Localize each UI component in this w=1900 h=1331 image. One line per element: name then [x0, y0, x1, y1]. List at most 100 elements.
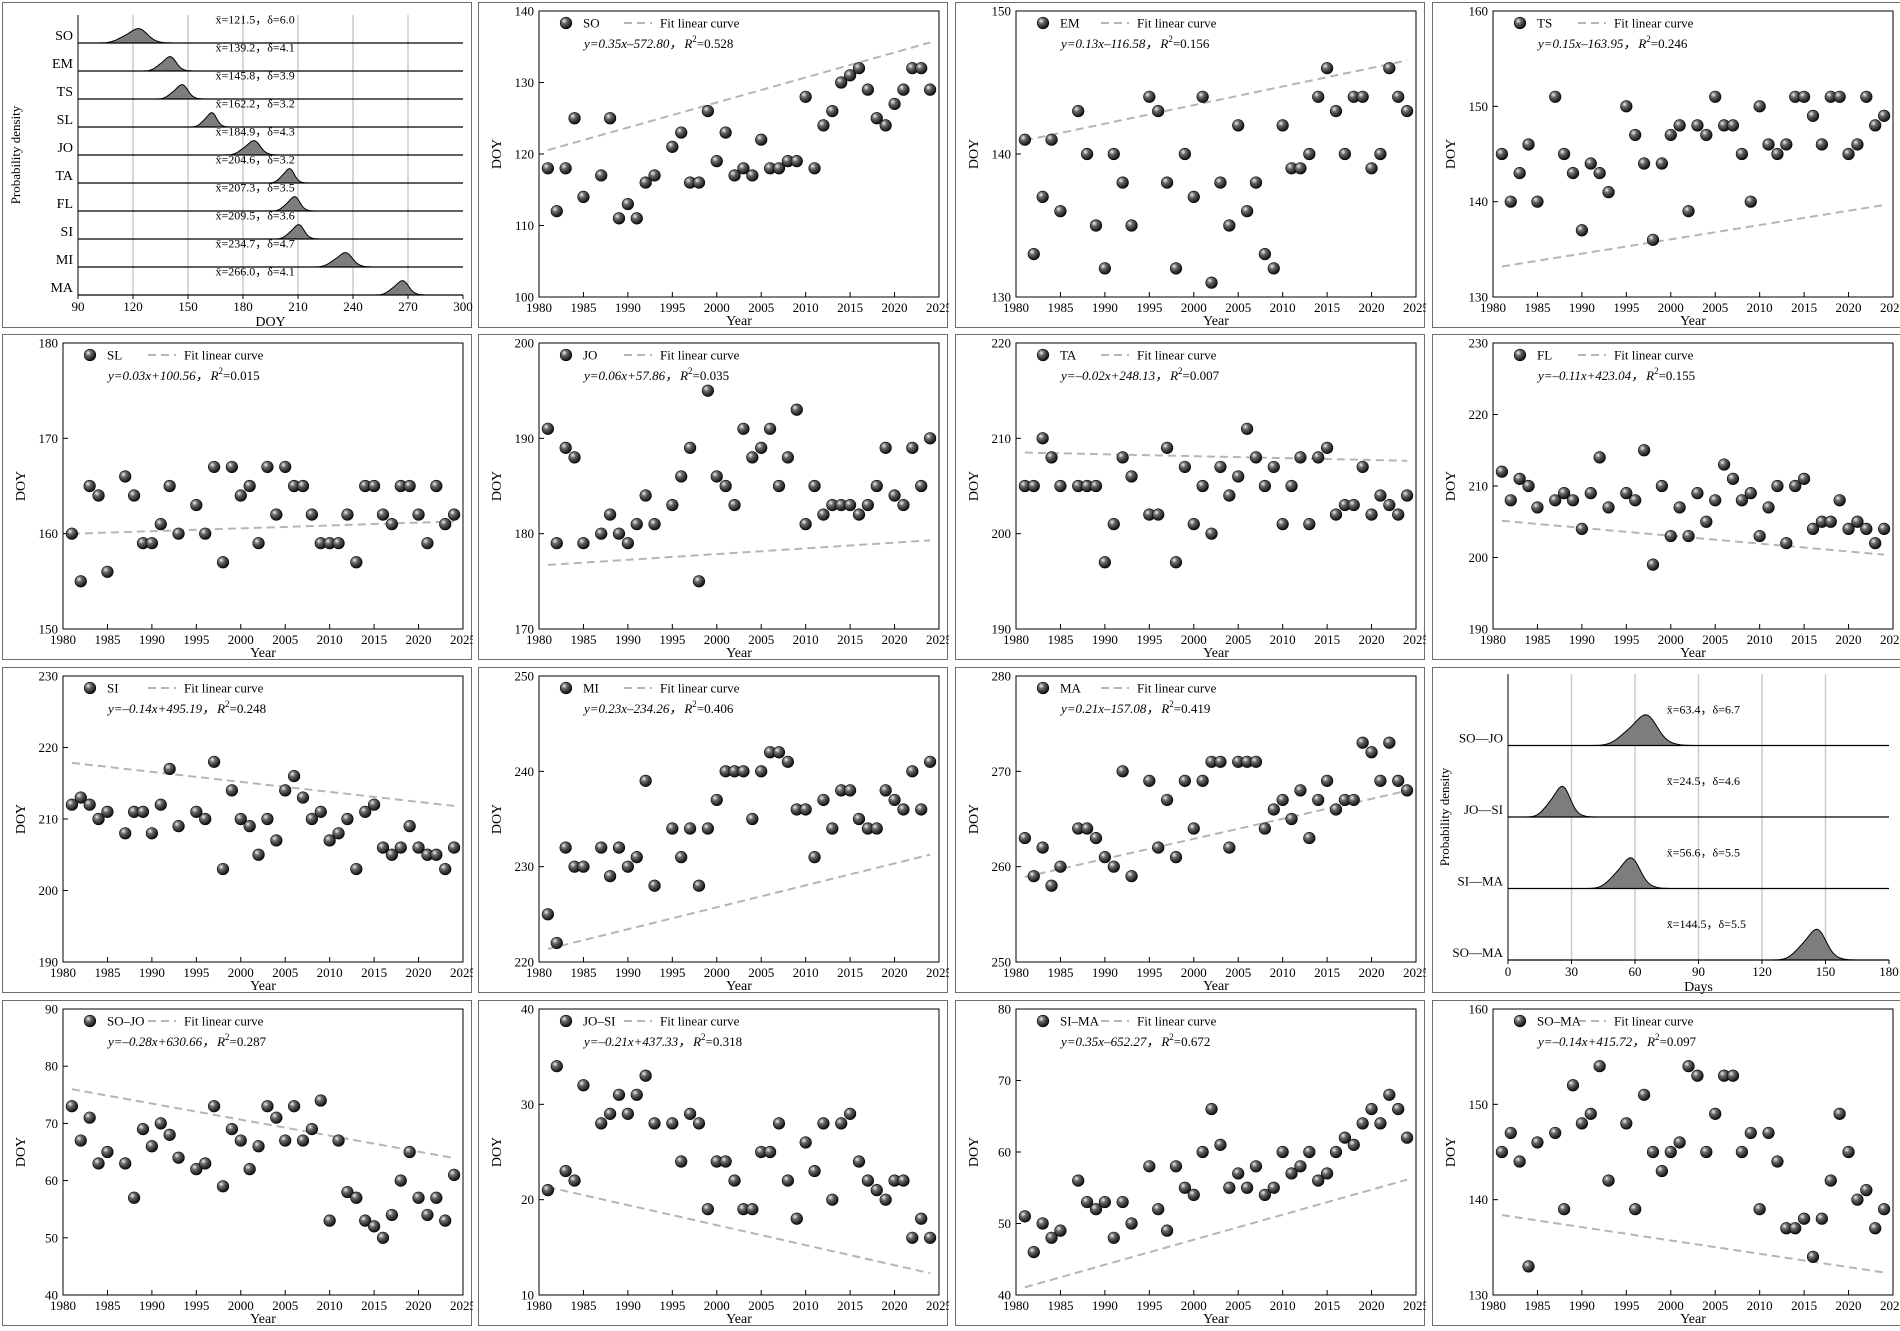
data-point	[710, 155, 723, 168]
x-tick-label: 2005	[272, 965, 298, 980]
data-point	[621, 197, 634, 211]
x-tick-label: 2015	[837, 965, 863, 980]
x-tick-label: 1980	[50, 965, 76, 980]
data-point	[279, 784, 292, 797]
legend-fit-label: Fit linear curve	[1137, 681, 1217, 696]
y-axis-label: DOY	[1444, 471, 1459, 501]
stage-annotation: x̄=209.5，δ=3.6	[216, 208, 295, 222]
data-point	[1726, 472, 1740, 485]
data-point	[1232, 470, 1245, 483]
x-tick-label: 2015	[837, 1298, 863, 1313]
x-tick-label: 1980	[1003, 1298, 1029, 1313]
data-point	[1241, 205, 1254, 218]
data-point	[790, 1212, 803, 1225]
data-point	[1214, 460, 1227, 474]
fit-equation: y=–0.21x+437.33，	[582, 1034, 691, 1049]
data-point	[1584, 487, 1597, 500]
y-tick-label: 110	[515, 218, 534, 233]
x-tick-label: 2005	[1702, 632, 1728, 647]
data-point	[101, 805, 114, 818]
panel-si: 1980 1985 1990 1995 2000 2005 2010 2015 2020 2025…	[2, 667, 473, 994]
data-point	[1072, 1174, 1085, 1187]
x-axis-label: DOY	[255, 315, 285, 329]
data-point	[368, 1220, 381, 1233]
data-point	[1646, 558, 1660, 571]
data-point	[719, 479, 732, 493]
data-point	[879, 1193, 892, 1206]
data-point	[1815, 1212, 1828, 1225]
y-tick-label: 50	[45, 1230, 58, 1245]
y-tick-label: 200	[515, 336, 535, 351]
x-tick-label: 2015	[1791, 1298, 1817, 1313]
y-tick-label: 30	[521, 1097, 534, 1112]
data-point	[790, 155, 803, 168]
y-tick-label: 230	[1469, 336, 1489, 351]
data-point	[1504, 494, 1517, 507]
x-tick-label: 2000	[1181, 1298, 1207, 1313]
panel-ts-svg: 1980 1985 1990 1995 2000 2005 2010 2015 2020 2025…	[1444, 4, 1900, 330]
x-tick-label: 2015	[361, 632, 387, 647]
plot-area	[1015, 10, 1417, 298]
data-point	[288, 1100, 301, 1113]
data-point	[1152, 508, 1165, 521]
data-point	[559, 841, 572, 854]
data-point	[844, 1107, 857, 1120]
y-axis-label: DOY	[967, 1137, 982, 1167]
data-point	[1709, 90, 1722, 103]
data-point	[1673, 501, 1686, 514]
fit-equation: y=0.23x–234.26，	[582, 701, 682, 716]
x-tick-label: 2025	[1403, 632, 1426, 647]
data-point	[1107, 147, 1120, 161]
density-curve	[138, 56, 199, 72]
data-point	[288, 769, 301, 783]
x-tick-label: 1990	[139, 1298, 165, 1313]
legend-series-label: SI	[107, 681, 119, 696]
x-tick-label: 2000	[1181, 632, 1207, 647]
data-point	[1664, 128, 1677, 142]
data-point	[1107, 1231, 1120, 1244]
data-point	[701, 384, 714, 397]
r-squared: R2=0.156	[1159, 34, 1210, 51]
data-point	[924, 755, 937, 768]
y-tick-label: 180	[39, 336, 59, 351]
x-tick-label: 2010	[793, 300, 819, 315]
x-tick-label: 90	[72, 299, 85, 314]
data-point	[666, 140, 679, 153]
data-point	[1276, 518, 1289, 531]
y-tick-label: 180	[515, 526, 535, 541]
x-tick-label: 1980	[1003, 965, 1029, 980]
data-point	[1241, 1181, 1254, 1194]
data-point	[1045, 879, 1058, 892]
data-point	[1125, 870, 1138, 883]
data-point	[332, 1134, 345, 1147]
data-point	[595, 169, 608, 182]
stage-annotation: x̄=56.6，δ=5.5	[1667, 845, 1740, 859]
x-tick-label: 210	[288, 299, 308, 314]
data-point	[568, 112, 581, 125]
data-point	[1726, 119, 1740, 132]
x-tick-label: 1985	[1524, 300, 1550, 315]
data-point	[376, 508, 390, 521]
data-point	[621, 537, 634, 550]
x-tick-label: 1995	[1613, 1298, 1639, 1313]
fit-line	[71, 761, 455, 807]
data-point	[764, 422, 777, 435]
y-tick-label: 160	[1469, 1002, 1489, 1017]
data-point	[808, 162, 821, 175]
data-point	[1285, 1167, 1298, 1180]
data-point	[154, 1117, 167, 1130]
data-point	[1789, 1222, 1802, 1235]
fit-equation: y=0.35x–652.27，	[1059, 1034, 1159, 1049]
legend-fit-label: Fit linear curve	[1614, 348, 1694, 363]
y-tick-label: 40	[45, 1288, 58, 1303]
data-point	[684, 441, 697, 454]
x-tick-label: 2020	[882, 965, 908, 980]
data-point	[1374, 489, 1387, 502]
data-point	[897, 83, 910, 96]
data-point	[568, 1174, 581, 1187]
data-point	[1143, 774, 1156, 787]
y-tick-label: 140	[1469, 194, 1489, 209]
y-tick-label: 70	[45, 1116, 58, 1131]
data-point	[1806, 109, 1820, 122]
stage-annotation: x̄=204.6，δ=3.2	[216, 152, 295, 166]
